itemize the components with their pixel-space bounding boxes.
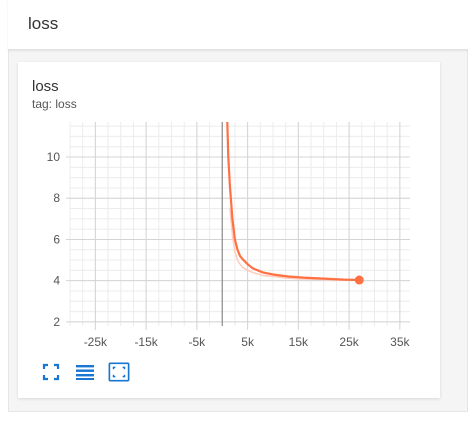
series-smoothed-line (226, 122, 360, 282)
y-tick-label: 8 (53, 191, 60, 205)
y-tick-label: 4 (53, 274, 60, 288)
x-tick-label: 15k (289, 335, 309, 349)
x-tick-label: 35k (390, 335, 410, 349)
line-chart[interactable]: -25k -15k -5k 5k 15k 25k 35k 2 4 6 8 10 (18, 62, 440, 362)
chart-title: loss (32, 78, 59, 95)
panel-header[interactable]: loss (8, 0, 468, 50)
x-tick-label: 25k (339, 335, 359, 349)
x-tick-label: -25k (84, 335, 108, 349)
series-raw-line (229, 208, 345, 282)
last-point-marker (354, 275, 364, 285)
fullscreen-icon (42, 363, 60, 381)
y-tick-label: 10 (47, 150, 61, 164)
fit-domain-icon (108, 362, 130, 382)
x-tick-label: -15k (134, 335, 158, 349)
panel-title: loss (28, 14, 59, 33)
chart-card: loss tag: loss -25k -15k -5k 5k 15k 25k 35k 2 4 6… (18, 62, 440, 398)
y-tick-label: 6 (53, 232, 60, 246)
list-lines-icon (76, 365, 94, 380)
fit-domain-button[interactable] (108, 361, 130, 383)
chart-tag: tag: loss (32, 97, 77, 111)
x-tick-label: -5k (189, 335, 207, 349)
fullscreen-button[interactable] (40, 361, 62, 383)
chart-toolbar (40, 360, 130, 384)
y-tick-label: 2 (53, 315, 60, 329)
toggle-log-button[interactable] (74, 361, 96, 383)
x-tick-label: 5k (241, 335, 255, 349)
